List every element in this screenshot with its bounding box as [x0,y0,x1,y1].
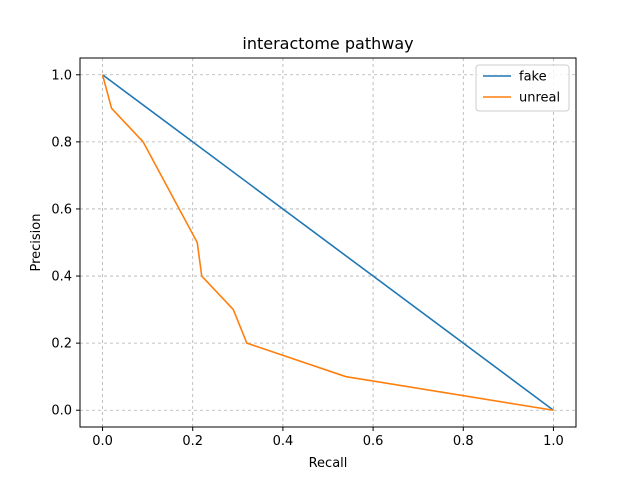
x-tick-label-5: 1.0 [543,434,564,449]
x-tick-label-2: 0.4 [273,434,294,449]
series-line-unreal [101,74,554,412]
y-tick-label-4: 0.8 [51,135,72,150]
x-axis-ticks: 0.0 0.2 0.4 0.6 0.8 1.0 [92,427,564,449]
grid [80,58,576,427]
y-tick-label-3: 0.6 [51,202,72,217]
x-tick-label-1: 0.2 [182,434,203,449]
series-lines [101,74,554,412]
y-axis-label: Precision [29,213,44,271]
legend-label-fake: fake [519,70,547,85]
y-tick-label-2: 0.4 [51,270,72,285]
x-tick-label-3: 0.6 [363,434,384,449]
y-tick-label-1: 0.2 [51,337,72,352]
legend-label-unreal: unreal [519,91,560,106]
plot-frame [79,57,577,428]
x-tick-label-4: 0.8 [453,434,474,449]
chart-title: interactome pathway [242,34,413,53]
legend: fake unreal [475,64,570,112]
y-tick-label-5: 1.0 [51,68,72,83]
y-axis-ticks: 0.0 0.2 0.4 0.6 0.8 1.0 [51,68,80,419]
x-tick-label-0: 0.0 [92,434,113,449]
x-axis-label: Recall [309,456,348,471]
y-tick-label-0: 0.0 [51,404,72,419]
series-line-fake [102,74,554,411]
